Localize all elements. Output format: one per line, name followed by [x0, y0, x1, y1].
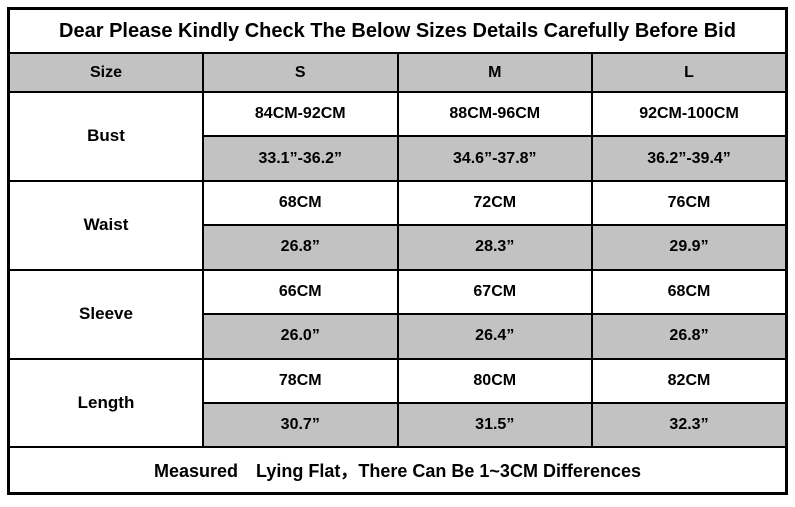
waist-cm-row: Waist 68CM 72CM 76CM: [7, 179, 788, 271]
bust-inch-m: 34.6”-37.8”: [396, 135, 593, 182]
length-inch-m: 31.5”: [396, 402, 593, 449]
header-col-s: S: [202, 52, 399, 93]
sleeve-inch-row: 26.0” 26.4” 26.8”: [9, 313, 788, 360]
length-inch-l: 32.3”: [591, 402, 788, 449]
sleeve-cm-m: 67CM: [396, 268, 593, 316]
sleeve-cm-l: 68CM: [591, 268, 788, 316]
length-cm-l: 82CM: [591, 357, 788, 405]
row-label-length: Length: [7, 357, 204, 449]
sleeve-inch-m: 26.4”: [396, 313, 593, 360]
bust-inch-row: 33.1”-36.2” 34.6”-37.8” 36.2”-39.4”: [9, 135, 788, 182]
bust-inch-s: 33.1”-36.2”: [202, 135, 399, 182]
title-row: Dear Please Kindly Check The Below Sizes…: [7, 7, 788, 55]
waist-inch-s: 26.8”: [202, 224, 399, 271]
header-row: Size S M L: [7, 52, 788, 93]
bust-cm-row: Bust 84CM-92CM 88CM-96CM 92CM-100CM: [7, 90, 788, 182]
waist-inch-row: 26.8” 28.3” 29.9”: [9, 224, 788, 271]
length-cm-row: Length 78CM 80CM 82CM: [7, 357, 788, 449]
length-cm-s: 78CM: [202, 357, 399, 405]
header-col-m: M: [396, 52, 593, 93]
waist-inch-l: 29.9”: [591, 224, 788, 271]
sleeve-cm-s: 66CM: [202, 268, 399, 316]
bust-cm-m: 88CM-96CM: [396, 90, 593, 138]
length-inch-row: 30.7” 31.5” 32.3”: [9, 402, 788, 449]
sleeve-inch-s: 26.0”: [202, 313, 399, 360]
bust-cm-l: 92CM-100CM: [591, 90, 788, 138]
waist-cm-s: 68CM: [202, 179, 399, 227]
row-label-bust: Bust: [7, 90, 204, 182]
bust-inch-l: 36.2”-39.4”: [591, 135, 788, 182]
size-chart-table: Dear Please Kindly Check The Below Sizes…: [7, 7, 788, 495]
measurement-note: Measured Lying Flat，There Can Be 1~3CM D…: [7, 446, 788, 495]
waist-inch-m: 28.3”: [396, 224, 593, 271]
header-col-l: L: [591, 52, 788, 93]
table-title: Dear Please Kindly Check The Below Sizes…: [7, 7, 788, 55]
waist-cm-m: 72CM: [396, 179, 593, 227]
footer-row: Measured Lying Flat，There Can Be 1~3CM D…: [7, 446, 788, 495]
row-label-waist: Waist: [7, 179, 204, 271]
waist-cm-l: 76CM: [591, 179, 788, 227]
sleeve-inch-l: 26.8”: [591, 313, 788, 360]
length-inch-s: 30.7”: [202, 402, 399, 449]
row-label-sleeve: Sleeve: [7, 268, 204, 360]
length-cm-m: 80CM: [396, 357, 593, 405]
bust-cm-s: 84CM-92CM: [202, 90, 399, 138]
sleeve-cm-row: Sleeve 66CM 67CM 68CM: [7, 268, 788, 360]
header-size-label: Size: [7, 52, 204, 93]
